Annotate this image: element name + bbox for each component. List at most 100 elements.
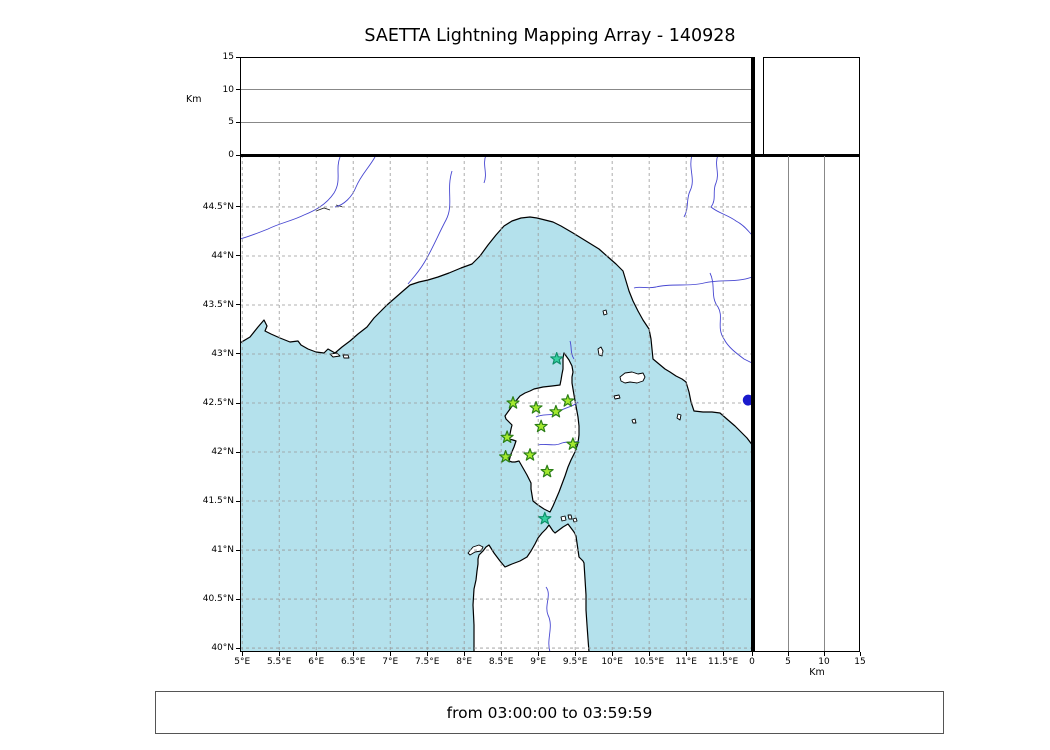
longitude-tick-label: 8°E [456, 657, 473, 667]
island-maddalena-1 [560, 515, 567, 522]
altitude-gridline [241, 121, 751, 123]
longitude-tick-label: 9°E [530, 657, 547, 667]
altitude-tick-label: 5 [228, 117, 234, 128]
right-km-tick-mark [751, 652, 753, 656]
river [334, 156, 376, 208]
coastline-corsica [504, 352, 580, 513]
latitude-tick-label: 40°N [211, 643, 234, 654]
lma-station-marker [540, 464, 554, 478]
river [483, 155, 487, 184]
latitude-tick-label: 41°N [211, 545, 234, 556]
latitude-tick-mark [236, 402, 240, 404]
island-pianosa [613, 394, 621, 400]
latitude-tick-label: 44°N [211, 250, 234, 261]
altitude-tick-mark [236, 89, 240, 91]
river [407, 170, 453, 285]
river-arno [633, 276, 752, 289]
right-km-tick-mark [787, 652, 789, 656]
lake-bolsena-marker [742, 394, 752, 406]
altitude-histogram-panel [763, 57, 860, 155]
thick-vertical-separator [750, 57, 755, 652]
lake-mark-1 [315, 207, 331, 212]
longitude-tick-label: 6°E [308, 657, 325, 667]
lma-station-marker [566, 437, 580, 450]
lma-station-marker [500, 430, 514, 443]
longitude-tick-label: 7°E [382, 657, 399, 667]
river-tiber [709, 272, 752, 364]
right-km-tick-label: 10 [818, 657, 830, 667]
island-maddalena-2 [567, 514, 573, 520]
map-grid [240, 155, 752, 652]
longitude-tick-mark [278, 652, 280, 656]
terrain-marks [315, 204, 344, 212]
latitude-tick-label: 44.5°N [202, 201, 234, 212]
altitude-tick-label: 10 [222, 84, 234, 95]
lma-station-marker [549, 404, 563, 418]
coastline-sardinia [472, 523, 590, 652]
right-km-tick-label: 0 [749, 657, 755, 667]
longitude-tick-label: 6.5°E [340, 657, 366, 667]
lma-station-marker [538, 511, 552, 525]
longitude-tick-label: 10.5°E [634, 657, 665, 667]
latitude-tick-mark [236, 304, 240, 306]
river [683, 155, 693, 218]
right-axis-unit-label: Km [809, 667, 825, 678]
longitude-tick-mark [315, 652, 317, 656]
latitude-tick-mark [236, 598, 240, 600]
lma-station-marker [550, 351, 564, 365]
altitude-tick-mark [236, 154, 240, 156]
island-giglio [676, 413, 682, 421]
altitude-axis-unit-label: Km [186, 94, 202, 105]
right-km-tick-label: 15 [854, 657, 866, 667]
island-gorgona [602, 309, 608, 316]
latitude-tick-label: 43.5°N [202, 299, 234, 310]
island-porquerolles-2 [342, 354, 350, 359]
right-km-tick-mark [823, 652, 825, 656]
latitude-tick-mark [236, 255, 240, 257]
longitude-tick-label: 11°E [675, 657, 697, 667]
lma-station-marker [534, 419, 548, 433]
longitude-tick-label: 9.5°E [562, 657, 588, 667]
longitude-tick-mark [685, 652, 687, 656]
latitude-tick-label: 40.5°N [202, 594, 234, 605]
latitude-tick-mark [236, 500, 240, 502]
longitude-tick-mark [352, 652, 354, 656]
altitude-tick-label: 0 [228, 150, 234, 160]
island-maddalena-3 [572, 517, 578, 523]
longitude-tick-label: 5.5°E [266, 657, 292, 667]
caption-box: from 03:00:00 to 03:59:59 [155, 691, 944, 734]
island-elba [619, 371, 646, 384]
latitude-tick-label: 42.5°N [202, 398, 234, 408]
longitude-tick-label: 7.5°E [414, 657, 440, 667]
longitude-tick-label: 11.5°E [708, 657, 739, 667]
right-km-gridline [787, 156, 789, 651]
coastline-mainland [240, 155, 752, 446]
longitude-tick-mark [537, 652, 539, 656]
right-km-tick-label: 5 [785, 657, 791, 667]
lma-station-marker [506, 396, 520, 409]
right-km-gridline [823, 156, 825, 651]
map-panel [240, 155, 752, 652]
river-offshore-mark [569, 340, 575, 360]
altitude-tick-mark [236, 121, 240, 123]
rivers-layer [240, 155, 752, 652]
right-km-tick-mark [859, 652, 861, 656]
altitude-tick-mark [236, 56, 240, 58]
lma-station-marker [529, 400, 543, 414]
latitude-tick-mark [236, 451, 240, 453]
station-markers-layer [499, 351, 752, 525]
latitude-tick-label: 41.5°N [202, 496, 234, 507]
longitude-tick-mark [500, 652, 502, 656]
latitude-tick-label: 42°N [211, 447, 234, 458]
altitude-vs-latitude-panel [752, 155, 860, 652]
latitude-tick-label: 43°N [211, 348, 234, 359]
island-montecristo [631, 418, 637, 424]
altitude-vs-longitude-panel [240, 57, 752, 155]
lma-station-marker [499, 449, 513, 463]
lma-station-marker [523, 448, 537, 461]
lma-station-marker [561, 394, 575, 407]
thick-horizontal-separator [240, 153, 860, 157]
river [240, 156, 341, 240]
lake-mark-2 [335, 204, 344, 208]
